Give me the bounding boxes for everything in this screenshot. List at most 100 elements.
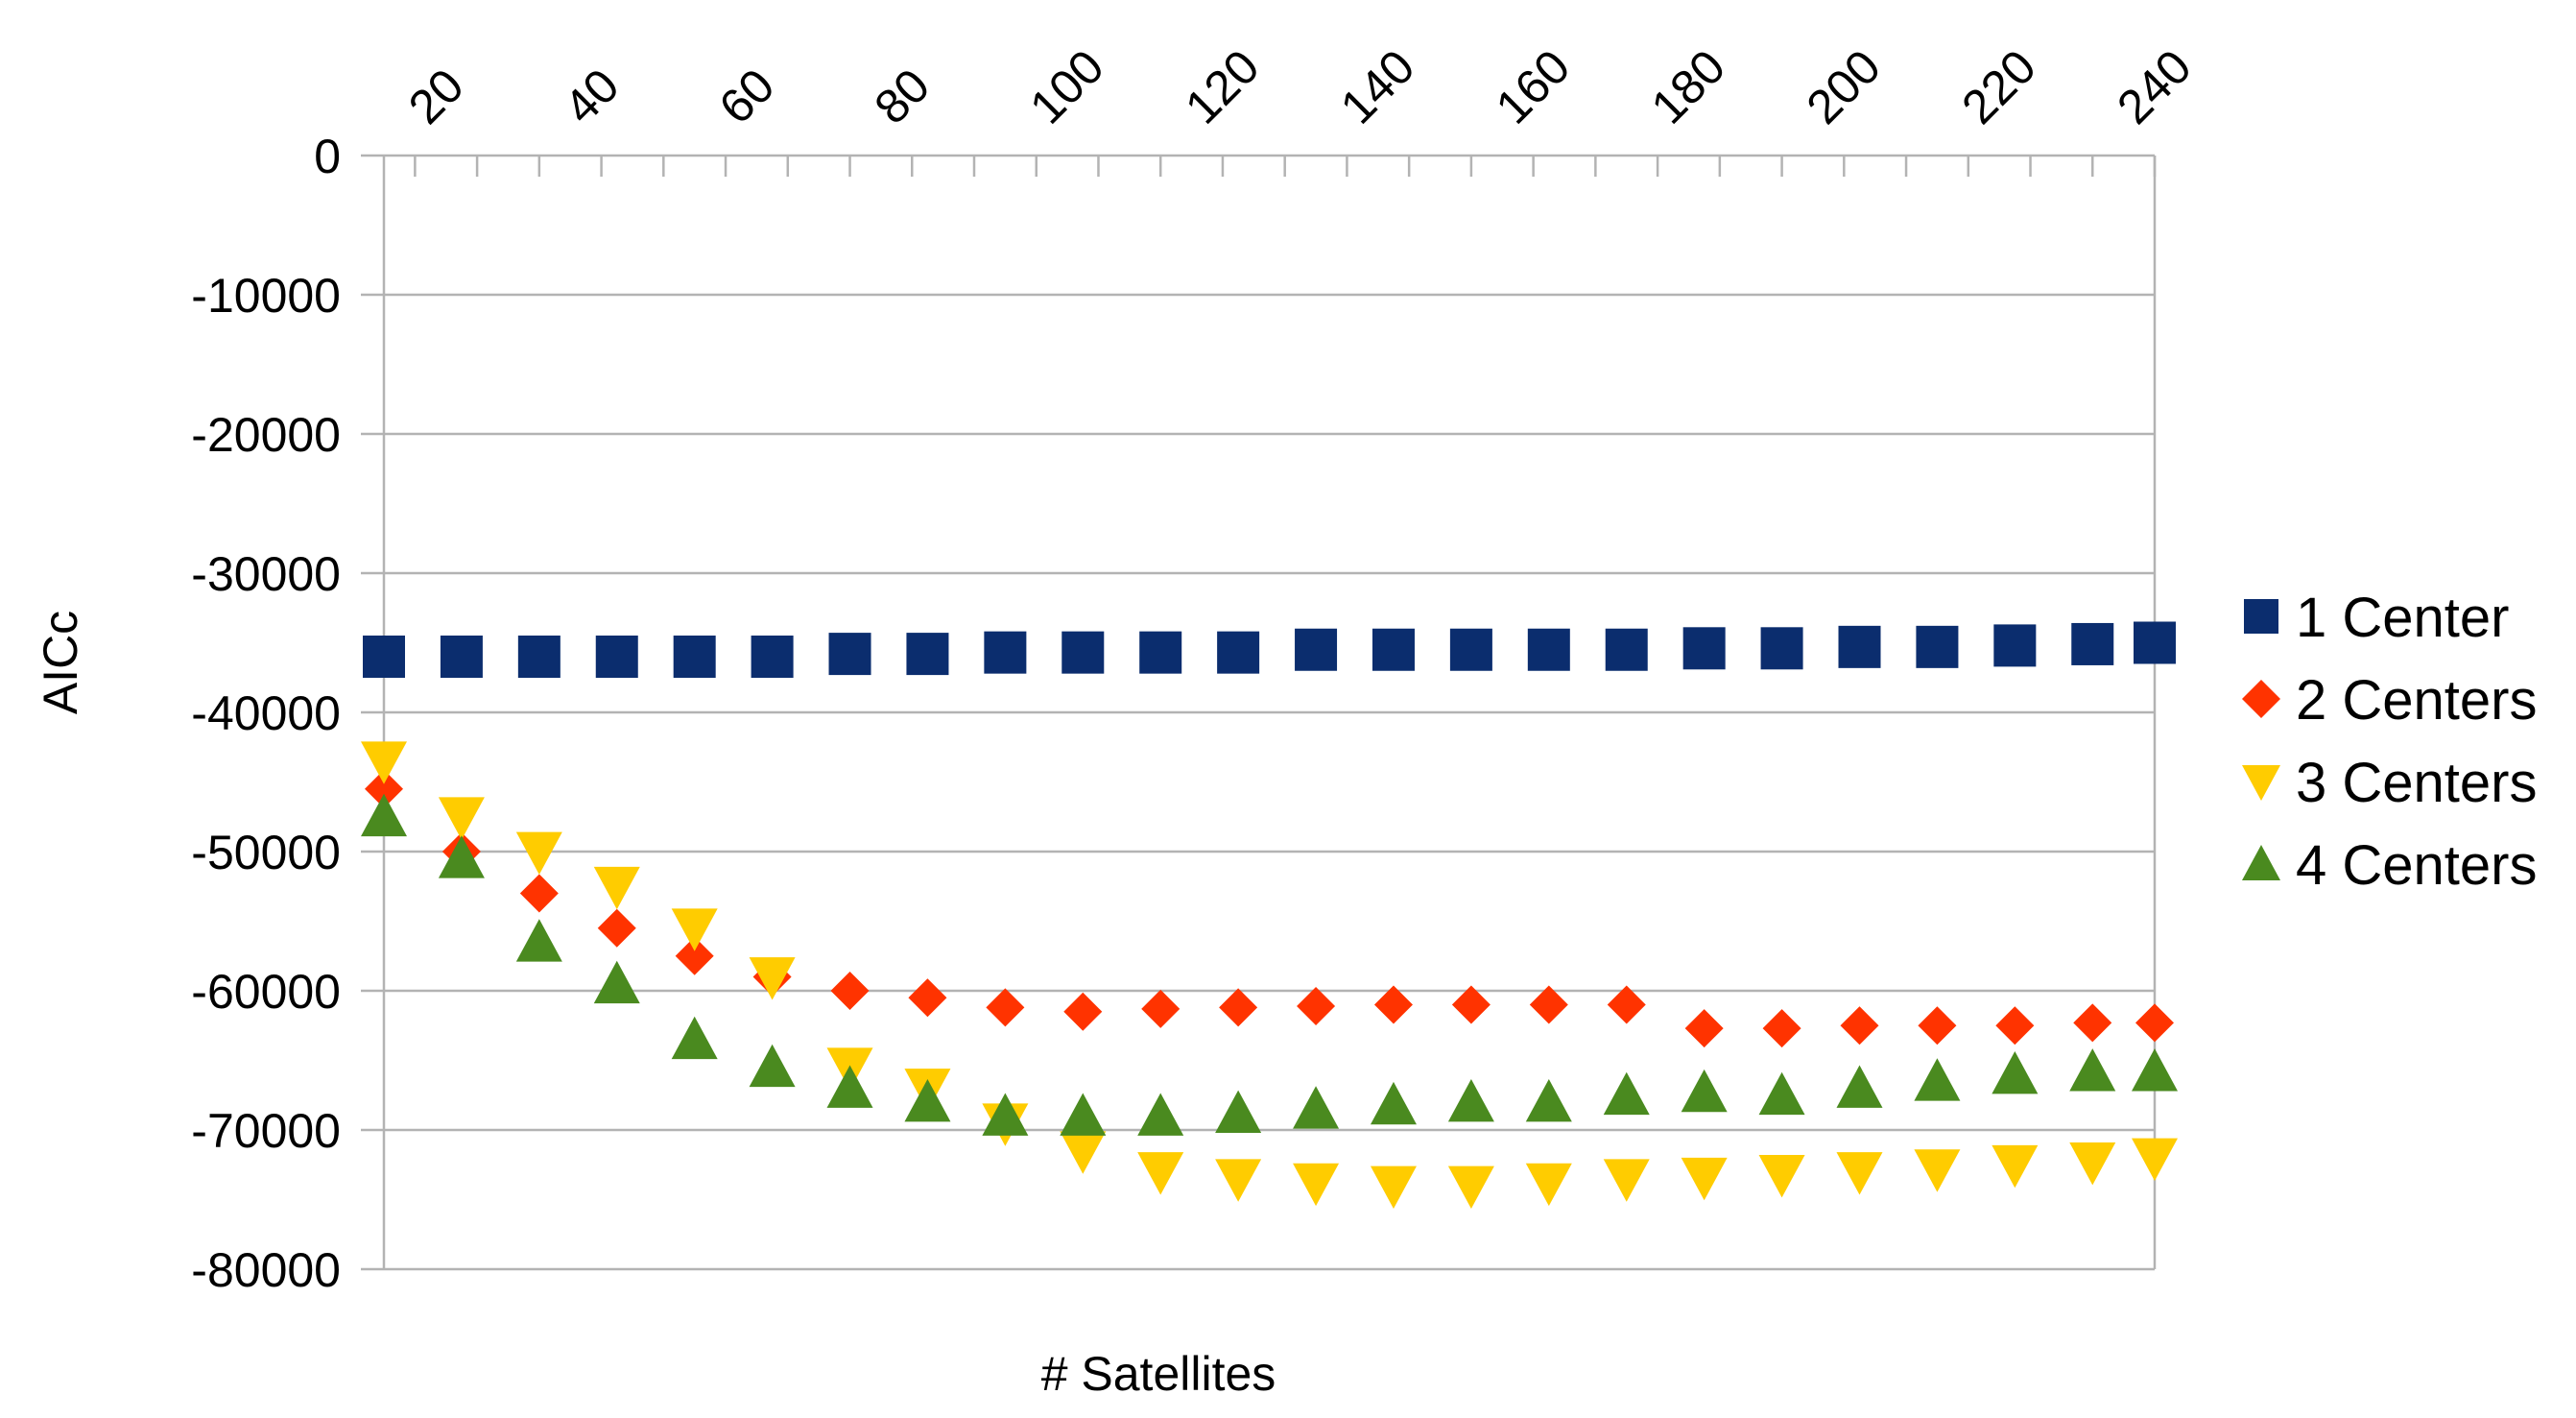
data-point [908, 978, 947, 1018]
data-point [1914, 1149, 1961, 1192]
legend-marker [2242, 845, 2280, 880]
data-point [1605, 628, 1648, 671]
data-point [828, 633, 871, 676]
data-point [365, 769, 403, 808]
data-point [517, 636, 561, 678]
data-points [361, 621, 2178, 1209]
data-point [519, 874, 559, 913]
series-3 [361, 741, 2178, 1209]
data-point [1297, 986, 1336, 1025]
data-point [906, 633, 949, 676]
data-point [1061, 631, 1105, 674]
legend-item-1: 1 Center [2244, 587, 2509, 649]
data-point [1447, 1166, 1494, 1209]
legend-label: 4 Centers [2296, 834, 2537, 897]
data-point [1137, 1093, 1184, 1136]
data-point [2071, 622, 2114, 665]
x-tick-label: 140 [1330, 39, 1425, 134]
x-tick-label: 40 [554, 59, 630, 134]
data-point [2132, 1048, 2178, 1092]
data-point [826, 1065, 873, 1108]
data-point [673, 636, 716, 678]
data-point [1682, 627, 1726, 670]
data-point [363, 636, 405, 678]
data-point [675, 936, 714, 975]
legend-marker [2242, 680, 2280, 718]
data-point [1992, 1051, 2039, 1094]
x-tick-label: 80 [864, 59, 940, 134]
data-point [1836, 1152, 1883, 1195]
data-point [1758, 1071, 1805, 1116]
x-tick-label: 220 [1951, 39, 2046, 134]
data-point [1295, 628, 1338, 671]
legend-marker [2242, 765, 2280, 801]
data-point [438, 835, 485, 878]
x-axis-label: # Satellites [1041, 1347, 1276, 1401]
data-point [361, 793, 407, 837]
data-point [1293, 1163, 1340, 1207]
data-point [1684, 1009, 1724, 1048]
data-point [2132, 1138, 2178, 1181]
data-point [671, 908, 718, 951]
data-point [595, 636, 638, 678]
data-point [1681, 1157, 1728, 1201]
legend: 1 Center 2 Centers 3 Centers 4 Centers [2242, 587, 2537, 897]
legend-item-3: 3 Centers [2242, 752, 2537, 814]
y-tick-label: -40000 [191, 686, 341, 740]
data-point [440, 636, 483, 678]
y-tick-label: 0 [314, 130, 341, 183]
y-tick-label: -30000 [191, 547, 341, 601]
data-point [1370, 1166, 1417, 1209]
data-point [1370, 1081, 1417, 1125]
data-point [2069, 1142, 2116, 1186]
data-point [1139, 631, 1182, 674]
grid [384, 154, 2155, 1271]
data-point [749, 957, 796, 1000]
data-point [1603, 1071, 1650, 1116]
data-point [1525, 1163, 1572, 1207]
data-point [982, 1093, 1029, 1136]
x-tick-label: 180 [1641, 39, 1736, 134]
data-point [1607, 985, 1646, 1024]
data-point [593, 960, 640, 1004]
data-point [986, 988, 1025, 1027]
data-point [1758, 1155, 1805, 1198]
y-tick-label: -20000 [191, 408, 341, 462]
data-point [1992, 1144, 2039, 1189]
data-point [515, 831, 562, 875]
x-tick-label: 120 [1175, 39, 1270, 134]
data-point [984, 631, 1027, 674]
data-point [515, 919, 562, 962]
data-point [361, 741, 407, 784]
legend-marker [2244, 599, 2278, 634]
data-point [2069, 1048, 2116, 1092]
data-point [1603, 1159, 1650, 1202]
legend-label: 1 Center [2296, 587, 2509, 649]
y-tick-label: -70000 [191, 1104, 341, 1158]
legend-label: 3 Centers [2296, 752, 2537, 814]
data-point [1918, 1006, 1957, 1045]
data-point [1527, 628, 1570, 671]
data-point [1451, 985, 1491, 1024]
data-point [2073, 1003, 2112, 1043]
data-point [1141, 989, 1181, 1028]
data-point [597, 908, 636, 948]
x-tick-label: 200 [1796, 39, 1891, 134]
data-point [1840, 1006, 1879, 1045]
data-point [1995, 1006, 2035, 1045]
data-point [1914, 1058, 1961, 1101]
x-tick-label: 240 [2107, 39, 2202, 134]
data-point [1525, 1079, 1572, 1122]
data-point [1215, 1090, 1262, 1133]
data-point [1916, 625, 1959, 668]
y-tick-label: -50000 [191, 826, 341, 879]
x-tick-label: 20 [398, 59, 474, 134]
data-point [1447, 1079, 1494, 1122]
data-point [671, 1016, 718, 1060]
data-point [1529, 985, 1568, 1024]
data-point [2135, 1003, 2174, 1043]
y-tick-label: -80000 [191, 1243, 341, 1297]
data-point [593, 866, 640, 910]
data-point [1060, 1131, 1107, 1174]
series-2 [365, 769, 2174, 1048]
